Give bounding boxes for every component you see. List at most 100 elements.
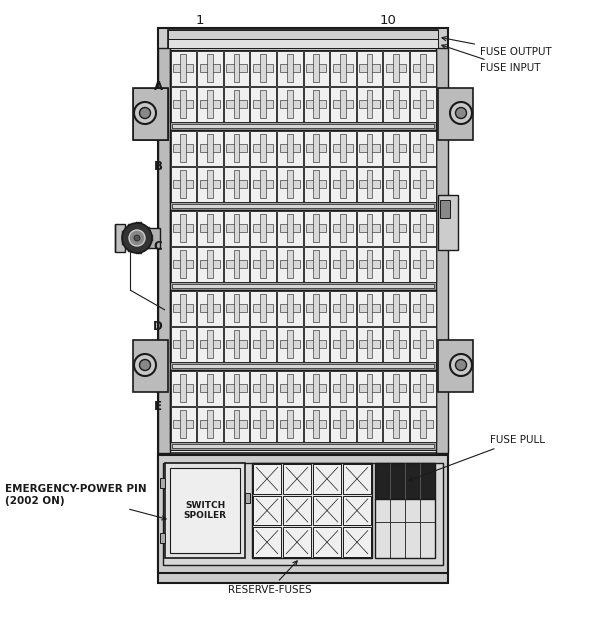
Bar <box>250 406 276 442</box>
Bar <box>170 122 436 130</box>
Bar <box>313 250 320 278</box>
Bar <box>207 330 213 358</box>
Bar <box>223 247 249 282</box>
Bar <box>170 370 436 442</box>
Bar <box>181 411 186 438</box>
Bar <box>306 144 326 152</box>
Bar <box>115 224 125 252</box>
Circle shape <box>140 108 150 118</box>
Bar <box>384 326 409 361</box>
Bar <box>375 499 435 558</box>
Bar <box>277 371 303 406</box>
Bar <box>384 50 409 85</box>
Bar <box>250 247 276 282</box>
Bar <box>333 224 353 232</box>
Bar <box>306 340 326 348</box>
Text: SWITCH
SPOILER: SWITCH SPOILER <box>184 501 226 520</box>
Bar <box>170 247 196 282</box>
Bar <box>207 135 213 162</box>
Bar <box>367 90 373 118</box>
Bar <box>306 420 326 428</box>
Bar <box>200 420 220 428</box>
Bar <box>357 371 382 406</box>
Bar <box>234 90 239 118</box>
Bar <box>340 250 346 278</box>
Bar <box>413 260 433 268</box>
Bar <box>359 420 379 428</box>
Bar <box>120 228 160 248</box>
Bar <box>357 166 382 201</box>
Bar <box>223 290 249 325</box>
Bar <box>223 406 249 442</box>
Bar <box>197 326 223 361</box>
Bar <box>330 50 356 85</box>
Bar <box>158 28 448 583</box>
Bar <box>330 290 356 325</box>
Bar <box>253 340 273 348</box>
Bar <box>253 260 273 268</box>
Bar <box>306 304 326 312</box>
Bar <box>283 496 311 525</box>
Bar <box>200 144 220 152</box>
Bar <box>386 224 406 232</box>
Bar <box>277 87 303 121</box>
Bar <box>168 30 438 48</box>
Bar <box>420 250 426 278</box>
Bar <box>260 374 266 402</box>
Bar <box>234 294 239 321</box>
Bar <box>287 250 292 278</box>
Bar <box>340 294 346 321</box>
Bar <box>207 54 213 82</box>
Bar <box>420 374 426 402</box>
Text: A: A <box>153 80 162 92</box>
Bar <box>420 330 426 358</box>
Bar <box>283 464 311 493</box>
Bar <box>250 166 276 201</box>
Bar <box>359 340 379 348</box>
Bar <box>173 384 193 392</box>
Bar <box>367 330 373 358</box>
Bar <box>197 371 223 406</box>
Bar <box>223 87 249 121</box>
Bar <box>303 130 329 166</box>
Bar <box>172 284 434 288</box>
Bar <box>384 406 409 442</box>
Bar <box>306 180 326 188</box>
Bar <box>367 170 373 197</box>
Bar <box>173 340 193 348</box>
Bar <box>280 100 300 108</box>
Bar <box>277 50 303 85</box>
Bar <box>226 304 246 312</box>
Bar <box>393 135 399 162</box>
Bar <box>223 371 249 406</box>
Bar <box>287 411 292 438</box>
Bar <box>343 464 371 493</box>
Bar <box>357 406 382 442</box>
Bar <box>367 135 373 162</box>
Bar <box>197 211 223 245</box>
Bar <box>306 100 326 108</box>
Bar <box>357 211 382 245</box>
Bar <box>260 411 266 438</box>
Bar <box>250 290 276 325</box>
Bar <box>200 304 220 312</box>
Bar <box>393 54 399 82</box>
Bar <box>160 533 165 543</box>
Bar <box>226 100 246 108</box>
Bar <box>386 304 406 312</box>
Bar <box>359 64 379 72</box>
Bar <box>200 224 220 232</box>
Bar <box>170 362 436 370</box>
Bar <box>359 180 379 188</box>
Bar <box>340 170 346 197</box>
Bar <box>340 214 346 242</box>
Bar <box>277 406 303 442</box>
Bar <box>330 247 356 282</box>
Bar <box>253 384 273 392</box>
Bar <box>170 282 436 290</box>
Bar <box>367 214 373 242</box>
Bar <box>173 420 193 428</box>
Bar <box>303 326 329 361</box>
Bar <box>197 50 223 85</box>
Bar <box>283 527 311 557</box>
